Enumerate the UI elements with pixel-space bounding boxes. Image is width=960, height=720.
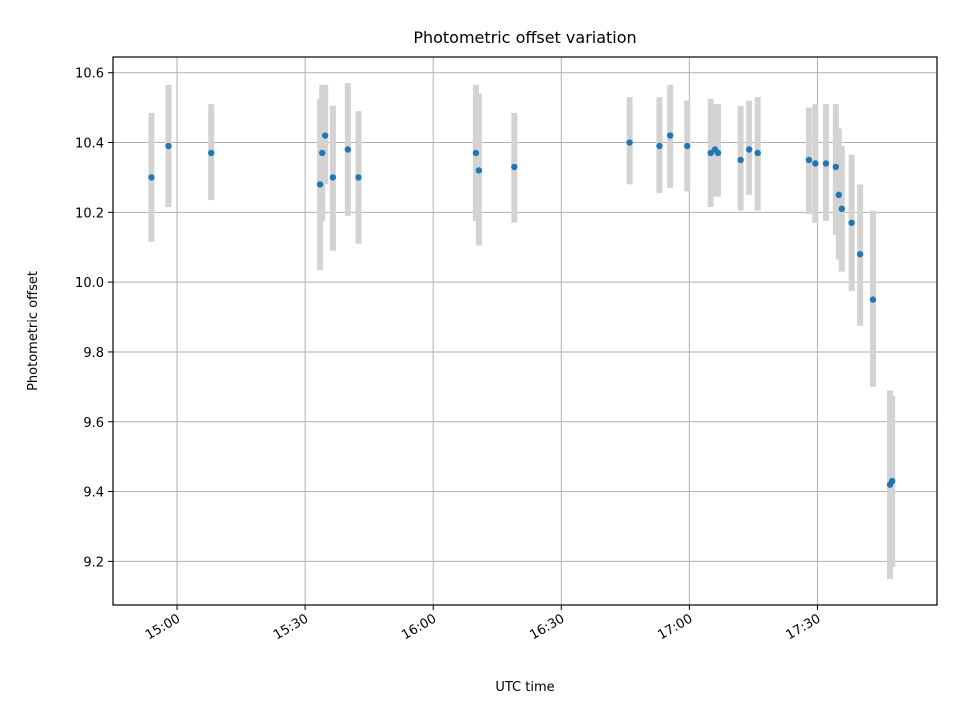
y-axis-label: Photometric offset: [26, 271, 41, 391]
data-point: [656, 142, 663, 150]
data-point: [355, 174, 362, 181]
y-tick-label: 10.2: [75, 206, 104, 221]
y-axis-ticks: 9.2 9.4 9.6 9.8 10.0 10.2 10.4 10.6: [75, 67, 113, 570]
plot-frame: [112, 56, 938, 606]
data-point: [626, 139, 633, 146]
data-point: [344, 146, 352, 153]
data-point: [838, 205, 845, 213]
data-point: [805, 156, 813, 164]
data-point: [812, 160, 819, 167]
data-point: [207, 149, 215, 157]
y-tick-label: 10.4: [75, 137, 104, 152]
grid: [113, 57, 937, 605]
y-tick-label: 10.6: [75, 67, 104, 82]
data-point: [707, 149, 714, 157]
data-point: [329, 174, 337, 181]
data-points: [148, 132, 896, 488]
data-point: [869, 296, 877, 303]
data-point: [835, 191, 843, 199]
data-point: [148, 174, 155, 181]
data-point: [848, 219, 855, 226]
data-point: [822, 160, 830, 167]
y-tick-label: 9.4: [83, 486, 104, 501]
y-tick-label: 9.8: [83, 346, 104, 361]
data-point: [475, 167, 483, 174]
y-tick-label: 9.2: [83, 555, 104, 570]
data-point: [165, 142, 172, 150]
data-point: [745, 146, 753, 153]
data-point: [888, 477, 896, 485]
data-point: [737, 156, 744, 164]
data-point: [316, 181, 324, 188]
data-point: [832, 163, 840, 171]
data-point: [472, 149, 480, 157]
data-point: [856, 251, 864, 258]
x-axis-label: UTC time: [495, 680, 554, 695]
data-point: [319, 149, 326, 157]
data-point: [511, 163, 518, 171]
data-point: [684, 142, 691, 150]
data-point: [321, 132, 329, 139]
data-point: [754, 149, 761, 157]
chart-title: Photometric offset variation: [413, 28, 636, 47]
y-tick-label: 9.6: [83, 416, 104, 431]
data-point: [666, 132, 674, 139]
y-tick-label: 10.0: [75, 276, 104, 291]
data-point: [714, 149, 722, 157]
